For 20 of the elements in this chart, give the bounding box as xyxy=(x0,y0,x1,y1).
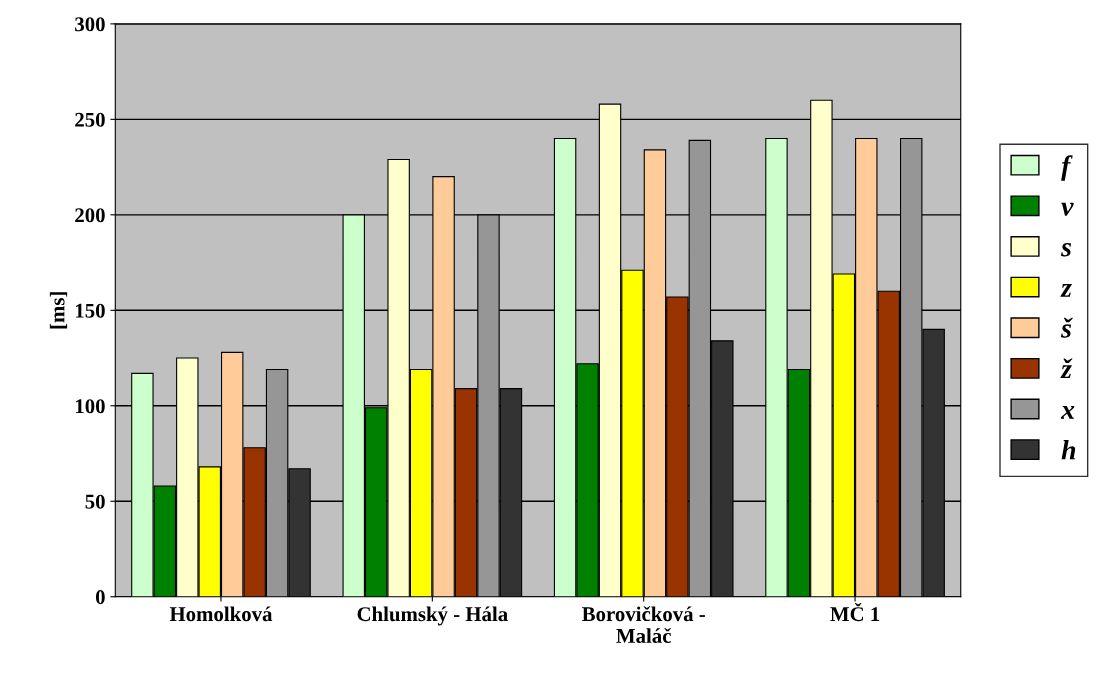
y-tick-label: 200 xyxy=(75,208,105,223)
x-tick-label: Borovičková - Maláč xyxy=(582,606,705,643)
x-tick-label: MČ 1 xyxy=(830,602,880,622)
legend-label: v xyxy=(1061,202,1074,216)
legend-label: z xyxy=(1060,284,1072,297)
legend-label: f xyxy=(1061,155,1073,181)
y-tick-label: 300 xyxy=(75,17,105,32)
y-axis-title: [ms] xyxy=(49,292,68,329)
x-tick-label: Chlumský - Hála xyxy=(357,606,508,626)
y-tick-label: 250 xyxy=(75,112,105,127)
legend-label: x xyxy=(1060,405,1075,419)
legend-label: š xyxy=(1060,317,1073,338)
x-tick-label: Homolková xyxy=(169,606,273,622)
legend-label: ž xyxy=(1060,358,1073,379)
legend-label: h xyxy=(1061,440,1076,460)
y-tick-label: 100 xyxy=(75,399,105,414)
legend-label: s xyxy=(1060,243,1072,257)
y-tick-label: 50 xyxy=(85,494,105,509)
y-tick-label: 150 xyxy=(75,303,105,318)
y-tick-label: 0 xyxy=(95,590,105,605)
